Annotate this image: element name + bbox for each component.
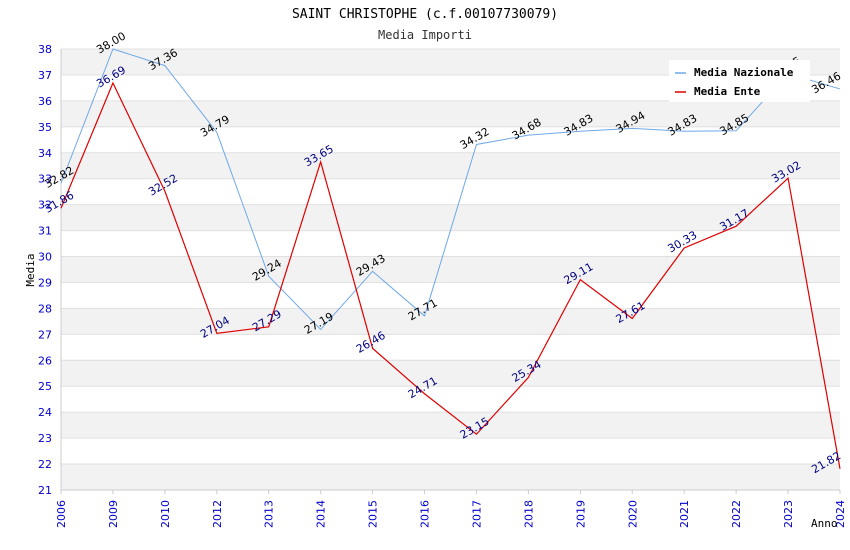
x-tick-label: 2015 bbox=[367, 500, 380, 528]
grid-band bbox=[61, 308, 840, 335]
y-axis-ticks: 21 22 23 24 25 26 27 28 29 30 31 32 33 34 35 36 37 38 bbox=[38, 43, 52, 497]
y-tick-label: 35 bbox=[38, 121, 52, 134]
y-tick-label: 25 bbox=[38, 380, 52, 393]
y-tick-label: 32 bbox=[38, 199, 52, 212]
grid-band bbox=[61, 464, 840, 490]
series-line-media-nazionale bbox=[60, 48, 841, 331]
axes bbox=[60, 49, 840, 491]
grid-band bbox=[61, 100, 840, 127]
x-tick-label: 2010 bbox=[159, 500, 172, 528]
grid-band bbox=[61, 360, 840, 387]
y-tick-label: 27 bbox=[38, 328, 52, 341]
data-label: 32.82 bbox=[42, 164, 76, 191]
x-tick-label: 2021 bbox=[678, 500, 691, 528]
legend: Media Nazionale Media Ente bbox=[669, 60, 810, 102]
grid-band bbox=[61, 152, 840, 179]
legend-label: Media Nazionale bbox=[694, 66, 794, 79]
y-tick-label: 24 bbox=[38, 406, 52, 419]
x-axis-label: Anno bbox=[811, 517, 838, 530]
x-tick-label: 2006 bbox=[55, 500, 68, 528]
chart-subtitle: Media Importi bbox=[378, 28, 472, 42]
x-tick-label: 2019 bbox=[574, 500, 587, 528]
y-tick-label: 34 bbox=[38, 147, 52, 160]
y-tick-label: 23 bbox=[38, 432, 52, 445]
grid-band bbox=[61, 256, 840, 283]
data-label: 34.32 bbox=[458, 125, 492, 152]
y-tick-label: 28 bbox=[38, 302, 52, 315]
x-tick-label: 2013 bbox=[263, 500, 276, 528]
x-axis-ticks: 2006 2009 2010 2012 2013 2014 2015 2016 2017 2018… bbox=[55, 490, 847, 528]
y-tick-label: 21 bbox=[38, 484, 52, 497]
x-tick-label: 2014 bbox=[315, 500, 328, 528]
x-tick-label: 2024 bbox=[834, 500, 847, 528]
y-tick-label: 37 bbox=[38, 69, 52, 82]
data-label: 30.33 bbox=[666, 228, 700, 255]
y-tick-label: 30 bbox=[38, 251, 52, 264]
grid-band bbox=[61, 204, 840, 231]
chart-title: SAINT CHRISTOPHE (c.f.00107730079) bbox=[292, 7, 558, 22]
y-tick-label: 29 bbox=[38, 276, 52, 289]
y-tick-label: 33 bbox=[38, 173, 52, 186]
x-tick-label: 2018 bbox=[522, 500, 535, 528]
series-group bbox=[60, 48, 841, 469]
y-tick-label: 26 bbox=[38, 354, 52, 367]
x-tick-label: 2009 bbox=[107, 500, 120, 528]
grid-lines bbox=[61, 48, 840, 491]
grid-band bbox=[61, 412, 840, 439]
grid-bands bbox=[61, 49, 840, 490]
x-tick-label: 2020 bbox=[626, 500, 639, 528]
y-tick-label: 36 bbox=[38, 95, 52, 108]
y-tick-label: 38 bbox=[38, 43, 52, 56]
x-tick-label: 2023 bbox=[782, 500, 795, 528]
x-tick-label: 2012 bbox=[211, 500, 224, 528]
y-tick-label: 22 bbox=[38, 458, 52, 471]
x-tick-label: 2016 bbox=[419, 500, 432, 528]
y-axis-label: Media bbox=[24, 253, 37, 286]
x-tick-label: 2017 bbox=[470, 500, 483, 528]
legend-box bbox=[669, 60, 810, 102]
y-tick-label: 31 bbox=[38, 225, 52, 238]
legend-label: Media Ente bbox=[694, 85, 761, 98]
x-tick-label: 2022 bbox=[730, 500, 743, 528]
series-line-media-ente bbox=[60, 81, 841, 469]
